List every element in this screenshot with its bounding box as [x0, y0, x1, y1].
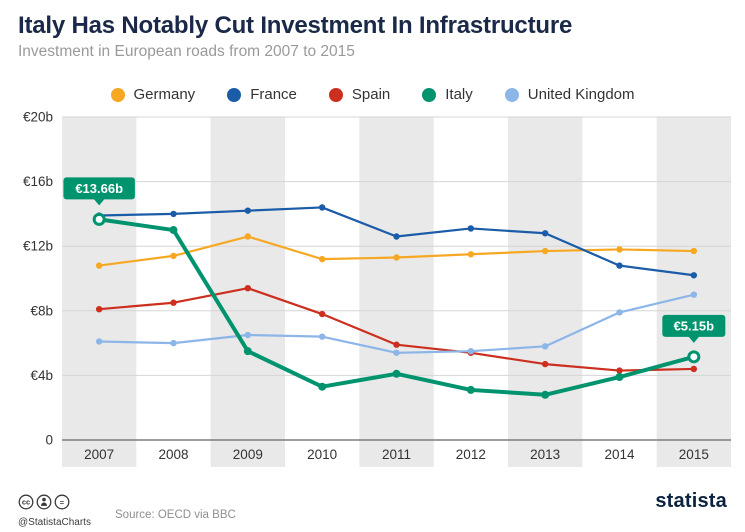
point-italy-2010: [318, 382, 327, 391]
point-france-2008: [170, 210, 177, 218]
point-italy-2015: [687, 350, 701, 364]
point-france-2013: [541, 230, 549, 237]
point-france-2014: [616, 262, 623, 269]
legend: Germany France Spain Italy United Kingdom: [0, 86, 745, 103]
legend-item-germany: Germany: [110, 86, 196, 103]
point-italy-2011: [392, 369, 401, 378]
point-germany-2013: [541, 247, 549, 255]
annotation-label-2007: €13.66b: [75, 181, 123, 196]
cc-license-icons: cc =: [18, 494, 70, 510]
legend-dot-italy: [422, 87, 437, 102]
chart-title: Italy Has Notably Cut Investment In Infr…: [18, 12, 573, 39]
y-tick-label-8: €8b: [30, 303, 53, 318]
point-spain-2009: [244, 284, 252, 292]
annotation-label-2015: €5.15b: [674, 318, 715, 333]
point-united-kingdom-2008: [170, 339, 177, 347]
license-block: cc = @StatistaCharts: [18, 494, 91, 528]
x-tick-label-2012: 2012: [456, 447, 486, 462]
annotation-2007: €13.66b: [63, 177, 135, 206]
chart-subtitle: Investment in European roads from 2007 t…: [18, 43, 355, 60]
point-germany-2015: [690, 247, 698, 255]
cc-icon: cc: [18, 494, 34, 510]
point-united-kingdom-2012: [467, 347, 475, 355]
y-tick-label-0: 0: [45, 433, 53, 448]
point-united-kingdom-2011: [393, 349, 400, 356]
point-france-2010: [318, 204, 326, 211]
legend-label-france: France: [250, 86, 297, 103]
point-spain-2013: [541, 360, 549, 368]
point-united-kingdom-2013: [541, 343, 549, 350]
no-derivatives-icon: =: [54, 494, 70, 510]
point-italy-2013: [541, 390, 550, 399]
point-italy-2008: [169, 226, 178, 235]
x-tick-label-2015: 2015: [679, 447, 709, 462]
point-italy-2009: [243, 347, 252, 356]
legend-item-france: France: [227, 86, 297, 103]
point-italy-2014: [615, 373, 624, 382]
point-germany-2014: [616, 246, 623, 253]
annotation-2015: €5.15b: [662, 314, 726, 343]
y-tick-label-20: €20b: [23, 110, 53, 125]
column-band-2009: [210, 117, 285, 467]
legend-label-italy: Italy: [445, 86, 473, 103]
legend-label-germany: Germany: [133, 86, 196, 103]
point-france-2011: [393, 233, 400, 240]
point-italy-2007: [92, 212, 106, 226]
x-tick-label-2009: 2009: [233, 447, 263, 462]
x-tick-label-2014: 2014: [604, 447, 635, 462]
legend-item-italy: Italy: [422, 86, 473, 103]
point-germany-2008: [170, 252, 177, 260]
x-tick-label-2013: 2013: [530, 447, 560, 462]
point-italy-2012: [466, 385, 475, 394]
svg-text:=: =: [60, 498, 65, 507]
point-spain-2015: [690, 365, 698, 373]
y-tick-label-4: €4b: [30, 368, 53, 383]
point-germany-2011: [393, 254, 400, 261]
point-united-kingdom-2010: [318, 333, 326, 340]
legend-item-united-kingdom: United Kingdom: [504, 86, 635, 103]
x-tick-label-2011: 2011: [382, 447, 411, 462]
column-band-2007: [62, 117, 137, 467]
column-band-2013: [508, 117, 583, 467]
point-germany-2012: [467, 251, 475, 258]
legend-label-spain: Spain: [351, 86, 391, 103]
legend-dot-united-kingdom: [504, 87, 519, 102]
point-spain-2010: [318, 310, 326, 318]
credit-handle[interactable]: @StatistaCharts: [18, 517, 91, 528]
statista-logo[interactable]: statista: [655, 490, 727, 512]
attribution-icon: [36, 494, 52, 510]
point-spain-2008: [170, 299, 177, 306]
point-germany-2009: [244, 233, 252, 240]
x-tick-label-2007: 2007: [84, 447, 114, 462]
y-tick-label-16: €16b: [23, 174, 53, 189]
legend-dot-france: [227, 87, 242, 102]
x-tick-label-2008: 2008: [158, 447, 188, 462]
svg-text:cc: cc: [22, 498, 30, 507]
point-united-kingdom-2007: [95, 338, 103, 345]
point-germany-2010: [318, 255, 326, 263]
point-germany-2007: [95, 262, 103, 269]
legend-dot-spain: [328, 87, 343, 102]
legend-dot-germany: [110, 87, 125, 102]
point-united-kingdom-2009: [244, 331, 252, 339]
legend-label-united-kingdom: United Kingdom: [527, 86, 635, 103]
point-united-kingdom-2014: [616, 309, 623, 316]
point-france-2012: [467, 225, 475, 232]
point-united-kingdom-2015: [690, 291, 698, 298]
point-spain-2007: [95, 305, 103, 313]
y-tick-label-12: €12b: [23, 239, 53, 254]
point-spain-2011: [393, 341, 400, 348]
source-text: Source: OECD via BBC: [115, 509, 236, 521]
chart-svg: 0 €4b €8b €12b €16b €20b 2007 2008 2009 2010 2011 2…: [23, 110, 731, 467]
point-spain-2014: [616, 367, 623, 374]
x-tick-label-2010: 2010: [307, 447, 337, 462]
legend-item-spain: Spain: [328, 86, 391, 103]
point-france-2015: [690, 272, 698, 279]
column-band-2011: [359, 117, 434, 467]
point-france-2009: [244, 207, 252, 214]
